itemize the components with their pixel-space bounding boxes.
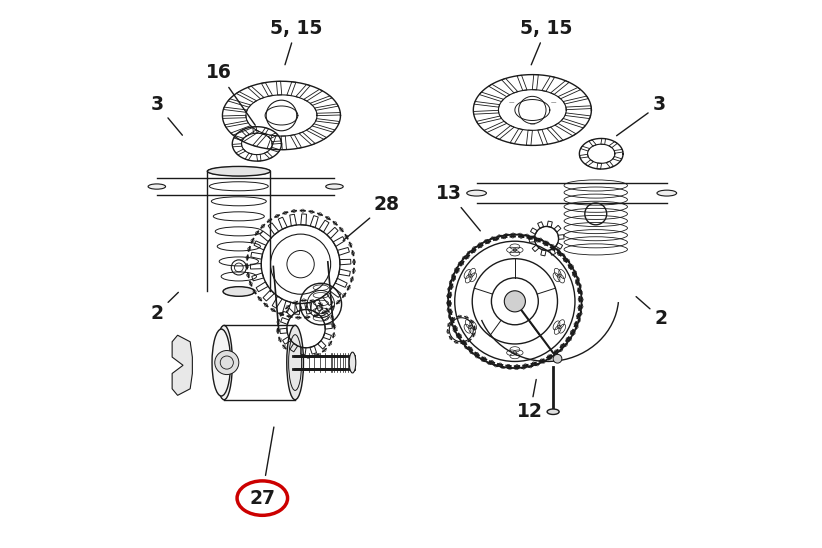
Ellipse shape (223, 287, 255, 296)
Text: —: — (529, 122, 535, 127)
Ellipse shape (657, 190, 677, 196)
Text: 5, 15: 5, 15 (270, 19, 322, 65)
Ellipse shape (212, 329, 231, 396)
Text: 12: 12 (517, 379, 543, 421)
Text: 13: 13 (436, 184, 480, 231)
Text: —: — (508, 100, 514, 105)
Text: 28: 28 (343, 195, 399, 241)
Text: 2: 2 (636, 296, 667, 328)
Ellipse shape (215, 326, 233, 399)
Text: —: — (551, 100, 556, 105)
Text: 3: 3 (150, 95, 182, 135)
Ellipse shape (287, 326, 303, 399)
Text: 16: 16 (206, 64, 256, 125)
Text: 5, 15: 5, 15 (520, 19, 573, 65)
Text: 27: 27 (249, 489, 275, 507)
Text: 2: 2 (150, 292, 178, 323)
Polygon shape (172, 335, 192, 395)
Circle shape (215, 351, 239, 375)
Circle shape (553, 355, 562, 363)
Ellipse shape (349, 352, 356, 373)
Ellipse shape (148, 184, 165, 189)
Ellipse shape (547, 409, 559, 414)
Ellipse shape (207, 167, 270, 176)
Circle shape (505, 291, 525, 312)
Ellipse shape (326, 184, 344, 189)
Text: 3: 3 (616, 95, 667, 136)
Ellipse shape (467, 190, 487, 196)
